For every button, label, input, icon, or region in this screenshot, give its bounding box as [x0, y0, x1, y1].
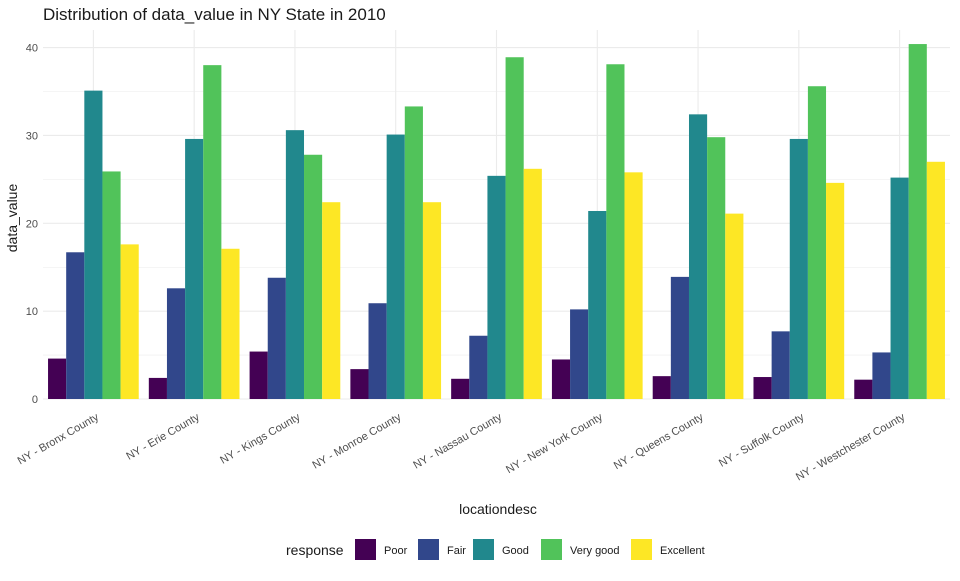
bar-good-4: [487, 175, 506, 399]
bar-good-8: [890, 177, 909, 399]
y-tick-label: 10: [26, 306, 38, 318]
y-axis-ticks: 0 10 20 30 40: [26, 43, 38, 406]
bar-very-good-8: [908, 44, 927, 400]
legend-key-good: [473, 539, 494, 560]
bar-poor-2: [249, 351, 268, 399]
bar-excellent-0: [120, 244, 139, 399]
bar-very-good-0: [102, 171, 121, 399]
bar-poor-1: [148, 377, 167, 399]
y-axis-title: data_value: [4, 184, 20, 253]
bar-very-good-6: [707, 137, 726, 399]
y-tick-label: 30: [26, 130, 38, 142]
bar-fair-7: [771, 331, 790, 399]
y-tick-label: 0: [32, 394, 38, 406]
bar-fair-2: [267, 277, 286, 399]
bar-poor-3: [350, 369, 369, 399]
bar-poor-5: [551, 359, 571, 399]
bar-poor-7: [753, 377, 772, 399]
bars: [48, 44, 945, 400]
bar-good-6: [688, 114, 708, 399]
bar-fair-4: [469, 335, 488, 399]
x-tick-label: NY - Monroe County: [311, 411, 404, 472]
x-tick-label: NY - Suffolk County: [717, 411, 807, 470]
legend-key-poor: [355, 539, 376, 560]
bar-poor-8: [854, 379, 873, 399]
bar-poor-6: [652, 376, 671, 399]
bar-excellent-7: [826, 182, 845, 399]
bar-very-good-2: [304, 154, 323, 399]
x-tick-label: NY - Queens County: [612, 411, 706, 472]
bar-very-good-7: [807, 86, 827, 399]
legend-label: Good: [502, 545, 529, 557]
bar-fair-5: [570, 309, 589, 399]
bar-very-good-4: [505, 57, 524, 399]
bar-excellent-1: [221, 248, 240, 399]
x-tick-label: NY - Erie County: [124, 411, 202, 463]
legend-key-very-good: [541, 539, 562, 560]
bar-excellent-4: [523, 168, 542, 399]
y-tick-label: 40: [26, 43, 38, 55]
bar-fair-3: [368, 303, 387, 399]
x-tick-label: NY - New York County: [504, 411, 605, 476]
bar-good-5: [588, 210, 607, 399]
x-tick-label: NY - Kings County: [218, 411, 303, 467]
bar-good-0: [84, 90, 103, 399]
bar-excellent-2: [322, 202, 341, 399]
bar-excellent-8: [926, 161, 945, 399]
bar-fair-1: [166, 288, 186, 399]
bar-fair-8: [872, 352, 891, 399]
legend-key-excellent: [631, 539, 652, 560]
bar-excellent-3: [422, 202, 442, 399]
y-tick-label: 20: [26, 218, 38, 230]
legend-label: Excellent: [660, 545, 705, 557]
bar-fair-0: [66, 252, 85, 399]
chart-title: Distribution of data_value in NY State i…: [43, 5, 386, 24]
bar-excellent-5: [624, 172, 643, 399]
bar-good-7: [789, 138, 808, 399]
bar-good-2: [285, 130, 305, 399]
legend-label: Poor: [384, 545, 408, 557]
bar-fair-6: [670, 276, 689, 399]
bar-good-3: [386, 134, 405, 400]
bar-very-good-3: [404, 106, 423, 399]
legend-label: Very good: [570, 545, 620, 557]
x-tick-label: NY - Westchester County: [794, 411, 908, 483]
legend-label: Fair: [447, 545, 466, 557]
x-tick-label: NY - Nassau County: [411, 411, 504, 472]
x-axis-ticks: NY - Bronx County NY - Erie County NY - Ki…: [16, 411, 908, 483]
bar-excellent-6: [725, 213, 744, 399]
bar-poor-4: [451, 378, 470, 399]
x-tick-label: NY - Bronx County: [16, 411, 102, 467]
legend-key-fair: [418, 539, 439, 560]
bar-very-good-5: [606, 64, 625, 399]
bar-very-good-1: [203, 65, 222, 400]
legend: response Poor Fair Good Very good Excellent: [286, 539, 705, 560]
x-axis-title: locationdesc: [459, 501, 537, 517]
bar-good-1: [185, 138, 204, 399]
legend-title: response: [286, 542, 344, 558]
bar-poor-0: [48, 358, 67, 399]
